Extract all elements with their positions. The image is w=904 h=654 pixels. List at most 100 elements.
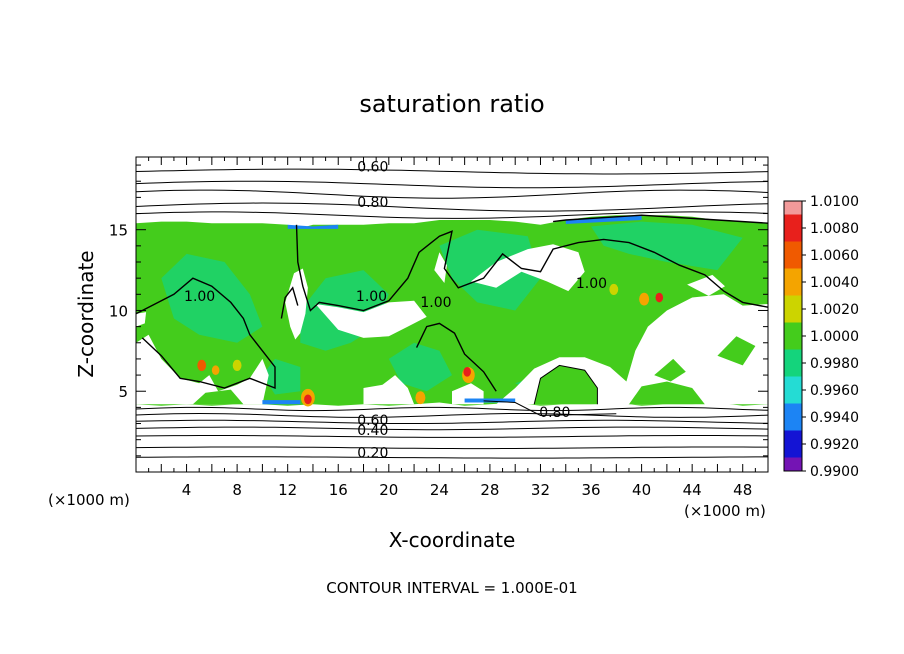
hot-spot xyxy=(415,391,426,405)
blue-fringe xyxy=(565,215,642,224)
contour-1-00 xyxy=(295,224,769,312)
hot-spot xyxy=(197,359,207,371)
x-tick-label: 16 xyxy=(329,481,348,499)
y-axis-label: Z-coordinate xyxy=(74,250,98,377)
x-tick-label: 8 xyxy=(232,481,242,499)
colorbar-label: 0.9960 xyxy=(810,383,859,399)
cloud-field xyxy=(136,215,768,406)
subsaturated-region xyxy=(136,334,269,405)
colorbar-label: 1.0100 xyxy=(810,194,859,210)
colorbar-swatch xyxy=(784,376,802,404)
contour-upper xyxy=(135,211,769,219)
contour-label: 0.60 xyxy=(357,413,388,429)
contour-label: 1.00 xyxy=(576,276,607,292)
contour-lower xyxy=(135,406,769,412)
contour-0-80 xyxy=(483,400,617,417)
colorbar-swatch xyxy=(784,201,802,215)
contour-0-80 xyxy=(533,364,598,405)
hot-spot xyxy=(463,367,471,377)
y-tick-label: 5 xyxy=(118,383,128,401)
x-tick-label: 24 xyxy=(430,481,449,499)
contour-lines xyxy=(135,168,769,459)
colorbar: 1.0100 1.0080 1.0060 1.0040 1.0020 1.0000 0.99… xyxy=(783,194,859,480)
cloud-dome xyxy=(654,358,686,382)
colorbar-label: 1.0040 xyxy=(810,275,859,291)
subsaturated-region xyxy=(471,244,585,292)
colorbar-swatch xyxy=(784,268,802,296)
hot-spot xyxy=(639,292,650,306)
contour-1-00 xyxy=(553,214,769,224)
hot-spot xyxy=(211,365,220,376)
contour-label: 1.00 xyxy=(420,295,451,311)
cloud-dome xyxy=(629,381,705,405)
contour-lower xyxy=(135,412,769,418)
contour-label: 0.60 xyxy=(357,160,388,176)
x-tick-label: 36 xyxy=(581,481,600,499)
x-unit-right: (×1000 m) xyxy=(684,502,766,520)
contour-labels: 0.600.801.00 1.00 1.001.000.600.400.200.80 xyxy=(184,160,607,462)
contour-label: 0.20 xyxy=(357,445,388,461)
cyan-patch xyxy=(262,358,301,395)
contour-lower xyxy=(135,426,769,431)
subsaturated-region xyxy=(136,312,147,327)
contour-label: 1.00 xyxy=(356,289,387,305)
contour-upper xyxy=(135,180,769,189)
y-axis-ticks: 5 10 15 xyxy=(109,164,768,473)
subsaturated-region xyxy=(315,300,427,338)
subsaturated-region xyxy=(687,274,725,296)
colorbar-swatch xyxy=(784,295,802,323)
colorbar-swatch xyxy=(784,430,802,458)
colorbar-swatch xyxy=(784,214,802,242)
colorbar-swatch xyxy=(784,322,802,350)
y-tick-label: 15 xyxy=(109,222,128,240)
colorbar-label: 0.9900 xyxy=(810,464,859,480)
cloud-dome xyxy=(534,365,598,405)
hot-spot xyxy=(655,292,664,303)
contour-label: 1.00 xyxy=(184,289,215,305)
contour-interval-note: CONTOUR INTERVAL = 1.000E-01 xyxy=(326,579,577,597)
colorbar-label: 0.9980 xyxy=(810,356,859,372)
colorbar-label: 1.0020 xyxy=(810,302,859,318)
contour-lower xyxy=(135,435,769,438)
cyan-patch xyxy=(388,342,452,392)
contour-lower xyxy=(135,456,768,459)
x-tick-label: 12 xyxy=(278,481,297,499)
x-tick-label: 4 xyxy=(182,481,192,499)
contour-lower xyxy=(135,446,768,450)
x-tick-label: 20 xyxy=(379,481,398,499)
contour-lower xyxy=(135,419,769,424)
colorbar-swatch xyxy=(784,457,802,471)
contour-upper xyxy=(135,189,769,199)
cloud-dome xyxy=(192,389,244,405)
x-tick-label: 48 xyxy=(733,481,752,499)
contour-label: 0.40 xyxy=(357,423,388,439)
chart-title: saturation ratio xyxy=(359,90,544,118)
colorbar-label: 1.0000 xyxy=(810,329,859,345)
x-tick-label: 40 xyxy=(632,481,651,499)
hot-spot xyxy=(232,359,242,371)
subsaturated-region xyxy=(363,375,415,405)
x-axis-ticks: 4 8 12 16 20 24 28 32 36 40 44 48 xyxy=(135,157,769,499)
contour-label: 0.80 xyxy=(357,195,388,211)
colorbar-label: 0.9940 xyxy=(810,410,859,426)
x-unit-left: (×1000 m) xyxy=(48,491,130,509)
subsaturated-region xyxy=(434,252,447,283)
colorbar-swatch xyxy=(784,349,802,377)
hot-spot xyxy=(304,394,312,405)
colorbar-swatch xyxy=(784,241,802,269)
contour-1-00 xyxy=(415,322,497,392)
contour-upper xyxy=(135,202,769,212)
blue-fringe xyxy=(287,224,339,229)
contour-upper xyxy=(135,168,769,175)
contour-1-00 xyxy=(280,286,299,319)
colorbar-label: 1.0060 xyxy=(810,248,859,264)
contour-label: 0.80 xyxy=(539,405,570,421)
colorbar-label: 1.0080 xyxy=(810,221,859,237)
plot-fill xyxy=(136,215,768,407)
cyan-patch xyxy=(591,221,743,271)
cyan-patch xyxy=(161,253,263,343)
x-tick-label: 32 xyxy=(531,481,550,499)
colorbar-swatch xyxy=(784,403,802,431)
blue-fringe xyxy=(262,400,301,405)
